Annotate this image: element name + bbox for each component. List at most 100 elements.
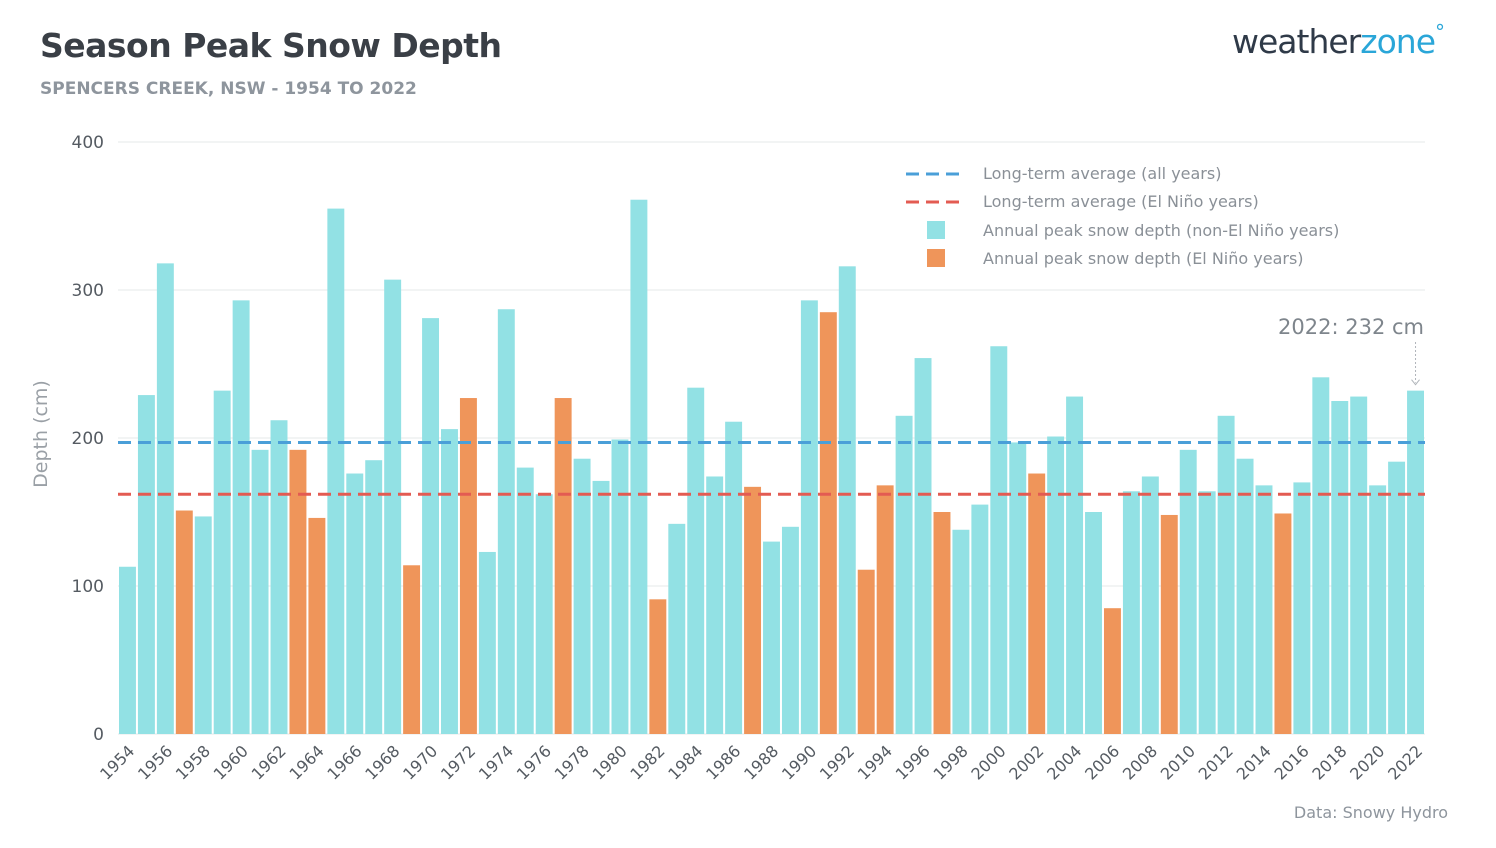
bar-1970 bbox=[422, 318, 440, 734]
x-tick-label: 1990 bbox=[778, 741, 820, 783]
x-tick-label: 1968 bbox=[361, 741, 403, 783]
x-tick-label: 1972 bbox=[437, 741, 479, 783]
y-tick-label: 100 bbox=[72, 577, 104, 597]
bar-2011 bbox=[1198, 491, 1216, 734]
y-axis-label: Depth (cm) bbox=[30, 380, 52, 488]
reference-lines bbox=[118, 440, 1425, 496]
bar-1980 bbox=[611, 439, 629, 734]
logo-text-weather: weather bbox=[1232, 22, 1361, 61]
x-tick-label: 1964 bbox=[286, 741, 328, 783]
bar-2000 bbox=[990, 346, 1008, 734]
bar-1984 bbox=[687, 387, 705, 734]
bar-1983 bbox=[668, 523, 686, 734]
x-tick-label: 2000 bbox=[967, 741, 1009, 783]
annotation-arrowhead bbox=[1411, 379, 1420, 386]
x-tick-label: 2016 bbox=[1271, 741, 1313, 783]
bar-1971 bbox=[441, 429, 458, 734]
bar-1969 bbox=[403, 565, 421, 734]
bar-1967 bbox=[365, 460, 383, 734]
x-tick-label: 1986 bbox=[702, 741, 744, 783]
x-tick-label: 1956 bbox=[134, 741, 176, 783]
bar-2021 bbox=[1388, 461, 1406, 734]
legend-swatch-non-el-nino bbox=[927, 221, 945, 239]
bar-1998 bbox=[952, 529, 970, 734]
legend-label-avg-all: Long-term average (all years) bbox=[983, 164, 1221, 183]
bar-1966 bbox=[346, 473, 364, 734]
legend: Long-term average (all years) Long-term … bbox=[906, 164, 1339, 268]
legend-swatch-el-nino bbox=[927, 249, 945, 267]
bar-2015 bbox=[1274, 513, 1292, 734]
x-tick-label: 1980 bbox=[589, 741, 631, 783]
bar-2013 bbox=[1236, 458, 1254, 734]
weatherzone-logo: weatherzone° bbox=[1232, 20, 1445, 61]
bar-2017 bbox=[1312, 377, 1330, 734]
x-tick-label: 1994 bbox=[854, 741, 896, 783]
y-tick-label: 0 bbox=[93, 725, 104, 745]
bar-2006 bbox=[1103, 608, 1121, 734]
bar-2003 bbox=[1047, 436, 1065, 734]
x-tick-label: 2018 bbox=[1308, 741, 1350, 783]
bar-2008 bbox=[1141, 476, 1159, 734]
bar-2014 bbox=[1255, 485, 1273, 734]
bar-1958 bbox=[194, 516, 212, 734]
y-tick-label: 400 bbox=[72, 133, 104, 153]
bar-1995 bbox=[895, 415, 913, 734]
bar-2022 bbox=[1407, 390, 1424, 734]
x-tick-label: 1970 bbox=[399, 741, 441, 783]
bar-2007 bbox=[1122, 491, 1140, 734]
x-tick-label: 2020 bbox=[1346, 741, 1388, 783]
bar-1957 bbox=[175, 510, 193, 734]
annotation-2022: 2022: 232 cm bbox=[1278, 315, 1424, 386]
bar-1965 bbox=[327, 208, 345, 735]
bar-1992 bbox=[838, 266, 856, 734]
bar-2010 bbox=[1179, 449, 1197, 734]
x-tick-label: 1996 bbox=[892, 741, 934, 783]
x-tick-label: 2008 bbox=[1119, 741, 1161, 783]
x-tick-label: 1988 bbox=[740, 741, 782, 783]
bar-1963 bbox=[289, 449, 307, 734]
bar-1975 bbox=[516, 467, 534, 734]
bar-1990 bbox=[800, 300, 818, 734]
x-tick-label: 2004 bbox=[1043, 741, 1085, 783]
bar-1981 bbox=[630, 199, 648, 735]
bar-1978 bbox=[573, 458, 591, 734]
x-tick-label: 1976 bbox=[513, 741, 555, 783]
bar-1973 bbox=[478, 551, 496, 734]
bar-1960 bbox=[232, 300, 250, 734]
x-tick-label: 1978 bbox=[551, 741, 593, 783]
bar-1986 bbox=[725, 421, 743, 734]
annotation-label: 2022: 232 cm bbox=[1278, 315, 1424, 339]
bar-1976 bbox=[535, 494, 553, 734]
x-tick-label: 1982 bbox=[626, 741, 668, 783]
chart-title: Season Peak Snow Depth bbox=[40, 26, 502, 65]
bar-1996 bbox=[914, 358, 932, 734]
bar-1991 bbox=[819, 312, 837, 734]
bar-2019 bbox=[1350, 396, 1368, 734]
bar-1961 bbox=[251, 449, 269, 734]
bar-2002 bbox=[1028, 473, 1046, 734]
y-tick-label: 300 bbox=[72, 281, 104, 301]
x-tick-label: 1984 bbox=[664, 741, 706, 783]
x-axis-ticks: 1954195619581960196219641966196819701972… bbox=[96, 741, 1426, 783]
bar-1985 bbox=[706, 476, 724, 734]
x-tick-label: 1974 bbox=[475, 741, 517, 783]
x-tick-label: 2022 bbox=[1384, 741, 1426, 783]
legend-label-el-nino: Annual peak snow depth (El Niño years) bbox=[983, 249, 1304, 268]
logo-text-zone: zone bbox=[1360, 22, 1436, 61]
legend-label-non-el-nino: Annual peak snow depth (non-El Niño year… bbox=[983, 221, 1339, 240]
legend-label-avg-el-nino: Long-term average (El Niño years) bbox=[983, 192, 1259, 211]
x-tick-label: 1954 bbox=[96, 741, 138, 783]
bar-2020 bbox=[1369, 485, 1387, 734]
bar-1955 bbox=[137, 395, 155, 734]
bar-1954 bbox=[119, 566, 136, 734]
y-tick-label: 200 bbox=[72, 429, 104, 449]
bar-2012 bbox=[1217, 415, 1235, 734]
bar-1959 bbox=[213, 390, 231, 734]
bar-1974 bbox=[497, 309, 515, 734]
bar-1994 bbox=[876, 485, 894, 734]
bar-1997 bbox=[933, 512, 951, 734]
logo-degree-mark: ° bbox=[1435, 20, 1445, 44]
y-axis-ticks: 0 100 200 300 400 bbox=[72, 133, 104, 745]
chart-subtitle: SPENCERS CREEK, NSW - 1954 TO 2022 bbox=[40, 79, 417, 99]
